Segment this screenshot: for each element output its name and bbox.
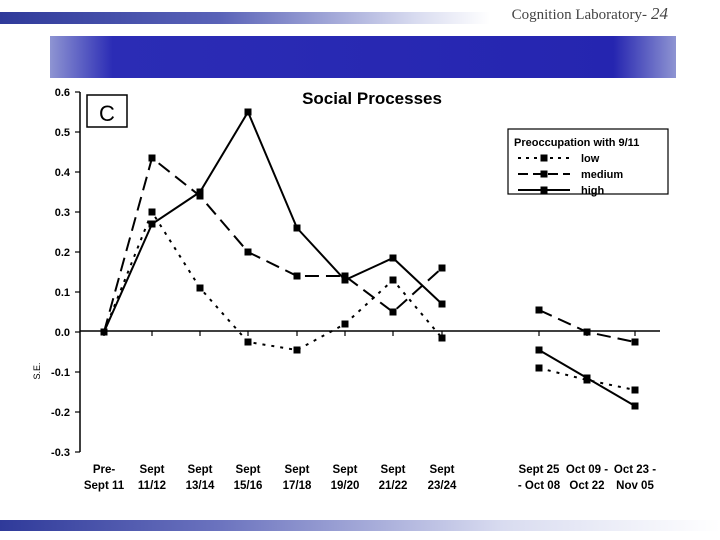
data-point-high (244, 108, 252, 116)
x-tick-label: Oct 09 -Oct 22 (566, 464, 608, 492)
data-point-low (341, 320, 349, 328)
y-tick-label: -0.3 (51, 447, 70, 459)
data-point-medium (293, 272, 301, 280)
y-tick-label: -0.1 (51, 367, 70, 379)
panel-label: C (99, 101, 115, 126)
data-point-high (293, 224, 301, 232)
panel-label-box (86, 94, 128, 128)
y-tick-label: 0.6 (55, 87, 70, 99)
series-line-high (103, 109, 443, 333)
legend-marker-medium (540, 170, 548, 178)
x-tick-label: Sept 11/12 (138, 464, 166, 492)
data-point-high (100, 328, 108, 336)
x-tick-label: Sept 15/16 (234, 464, 263, 492)
data-point-low (389, 276, 397, 284)
data-point-medium (631, 338, 639, 346)
data-point-low (244, 338, 252, 346)
legend-label-high: high (581, 185, 604, 197)
data-point-low (535, 364, 543, 372)
y-tick-label: 0.2 (55, 247, 70, 259)
data-point-medium (244, 248, 252, 256)
x-tick-label: Sept 17/18 (283, 464, 312, 492)
series-line-low (103, 209, 443, 352)
series-line-low (538, 367, 636, 391)
data-point-high (196, 188, 204, 196)
x-tick-label: Sept 21/22 (379, 464, 408, 492)
y-tick-label: 0.1 (55, 287, 70, 299)
data-point-high (583, 374, 591, 382)
data-point-medium (389, 308, 397, 316)
data-point-high (148, 220, 156, 228)
bottom-decorative-bar (0, 520, 720, 531)
data-point-low (438, 334, 446, 342)
data-point-high (631, 402, 639, 410)
series-line-medium (538, 309, 636, 343)
legend-marker-low (540, 154, 548, 162)
data-point-high (438, 300, 446, 308)
x-tick-label: Sept 25- Oct 08 (518, 464, 561, 492)
slide-header: Cognition Laboratory- 24 (512, 4, 668, 24)
y-axis-label: S.E. (32, 362, 42, 379)
data-point-medium (438, 264, 446, 272)
data-point-low (148, 208, 156, 216)
data-point-low (631, 386, 639, 394)
data-point-medium (341, 272, 349, 280)
page-number: 24 (651, 4, 668, 23)
header-text: Cognition Laboratory- (511, 7, 647, 23)
y-tick-label: 0.0 (55, 327, 70, 339)
data-point-medium (148, 154, 156, 162)
legend-title: Preoccupation with 9/11 (514, 137, 639, 149)
legend-label-low: low (581, 153, 600, 165)
legend-marker-high (540, 186, 548, 194)
legend-label-medium: medium (581, 169, 623, 181)
data-point-medium (535, 306, 543, 314)
x-tick-label: Pre-Sept 11 (84, 464, 125, 492)
data-point-high (535, 346, 543, 354)
y-tick-label: 0.5 (55, 127, 70, 139)
x-tick-label: Sept 13/14 (186, 464, 215, 492)
series-line-medium (103, 156, 443, 333)
title-band (50, 36, 676, 78)
data-point-medium (196, 192, 204, 200)
x-tick-label: Oct 23 -Nov 05 (614, 464, 656, 492)
data-point-low (196, 284, 204, 292)
data-point-high (389, 254, 397, 262)
y-tick-label: -0.2 (51, 407, 70, 419)
data-point-low (293, 346, 301, 354)
x-tick-label: Sept 19/20 (331, 464, 360, 492)
chart-title: Social Processes (302, 89, 442, 108)
x-tick-label: Sept 23/24 (428, 464, 457, 492)
top-decorative-bar (0, 12, 490, 24)
y-tick-label: 0.3 (55, 207, 70, 219)
data-point-medium (583, 328, 591, 336)
data-point-high (341, 276, 349, 284)
y-tick-label: 0.4 (55, 167, 71, 179)
legend-box (507, 128, 669, 195)
